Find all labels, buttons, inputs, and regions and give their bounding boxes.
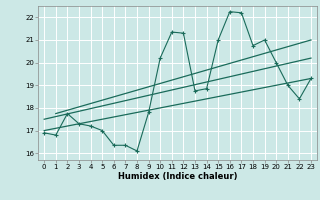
X-axis label: Humidex (Indice chaleur): Humidex (Indice chaleur) xyxy=(118,172,237,181)
